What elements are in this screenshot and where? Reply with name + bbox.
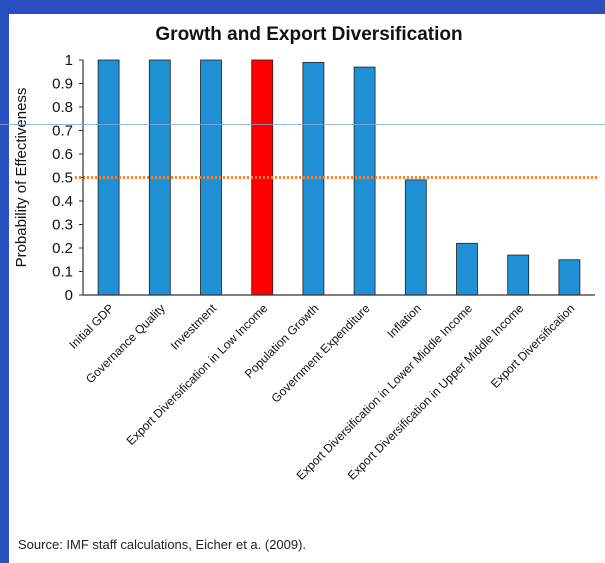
x-tick-label: Initial GDP	[66, 301, 116, 351]
slide-top-band	[0, 0, 605, 14]
source-note: Source: IMF staff calculations, Eicher e…	[18, 537, 307, 552]
y-tick-label: 0.2	[52, 240, 73, 257]
y-tick-label: 0.4	[52, 193, 73, 210]
y-tick-label: 0.6	[52, 146, 73, 163]
x-tick-label: Export Diversification in Upper Middle I…	[345, 301, 527, 483]
x-tick-label: Inflation	[384, 301, 424, 341]
bar-inflation	[404, 179, 427, 296]
chart-title: Growth and Export Diversification	[155, 24, 462, 45]
slide-left-band	[0, 0, 9, 563]
x-tick-label: Export Diversification in Lower Middle I…	[294, 301, 476, 483]
x-tick-label: Investment	[168, 301, 220, 353]
y-axis-ticks: 0 0.1 0.2 0.3 0.4 0.5 0.6 0.7 0.8 0.9 1	[52, 52, 83, 304]
bar-chart: Growth and Export Diversification Probab…	[13, 24, 597, 483]
y-axis-label: Probability of Effectiveness	[13, 88, 30, 268]
y-tick-label: 1	[65, 52, 73, 69]
y-tick-label: 0	[65, 287, 73, 304]
y-tick-label: 0.3	[52, 217, 73, 234]
x-tick-label: Export Diversification	[488, 301, 578, 391]
bar-export-diversification-in-upper-middle-income	[507, 254, 530, 296]
bar-export-diversification-in-lower-middle-income	[456, 242, 478, 296]
y-tick-label: 0.1	[52, 264, 73, 281]
y-tick-label: 0.5	[52, 170, 73, 187]
bar-government-expenditure	[353, 66, 376, 296]
y-tick-label: 0.7	[52, 123, 73, 140]
y-tick-label: 0.8	[52, 99, 73, 116]
bar-export-diversification	[558, 259, 581, 296]
bar-export-diversification-in-low-income	[251, 59, 274, 296]
slide-guide-line	[0, 124, 605, 125]
x-tick-label: Government Expenditure	[268, 301, 372, 405]
y-tick-label: 0.9	[52, 76, 73, 93]
